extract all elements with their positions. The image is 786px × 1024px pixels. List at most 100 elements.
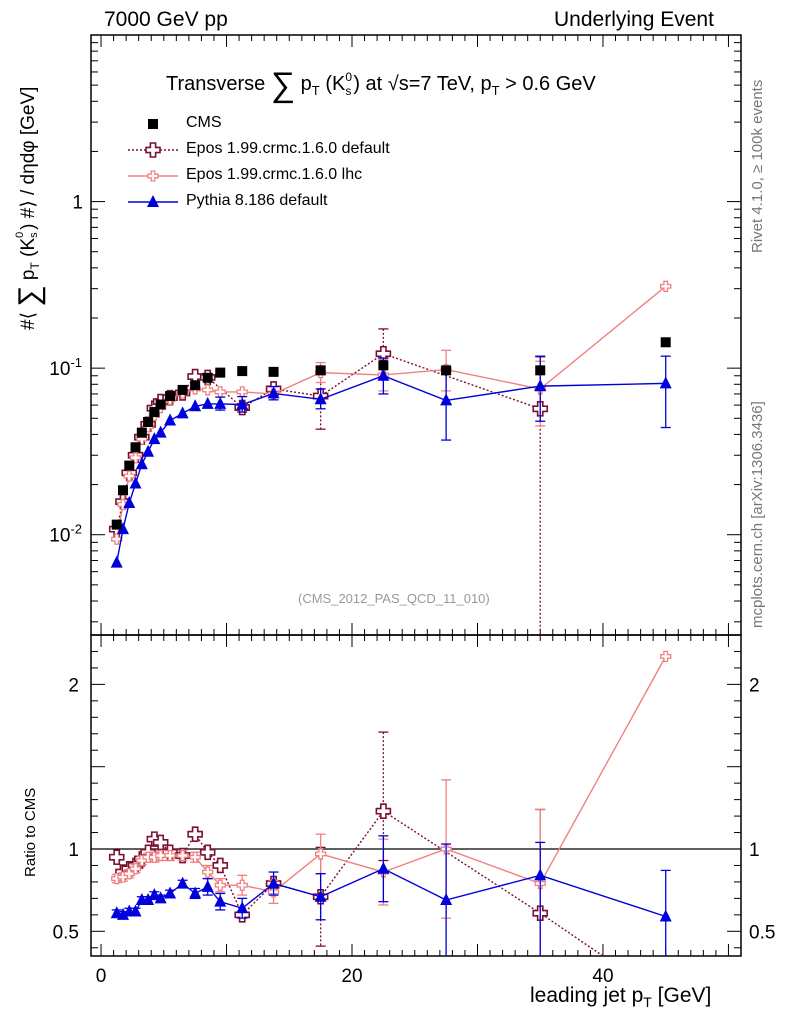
ratio-epos-1-99-crmc-1-6-0-lhc-point	[660, 650, 672, 663]
legend-marker-cms	[148, 119, 158, 129]
main-pythia-8-186-default-point	[123, 496, 136, 509]
main-cms-point	[130, 442, 141, 453]
header-left: 7000 GeV pp	[104, 8, 228, 31]
ratio-pythia-8-186-default-point	[164, 886, 177, 899]
main-pythia-8-186-default-point	[129, 476, 142, 489]
ratio-pythia-8-186-default-point	[116, 907, 129, 920]
ratio-epos-1-99-crmc-1-6-0-lhc-point	[214, 879, 226, 891]
ratio-epos-1-99-crmc-1-6-0-lhc-point	[154, 849, 167, 862]
main-cms-point	[165, 391, 176, 402]
ratio-y-tick-label-right: 0.5	[749, 922, 775, 943]
ratio-pythia-8-186-default-point	[148, 888, 161, 901]
title-part: Transverse	[166, 73, 266, 95]
main-pythia-8-186-default-point	[142, 444, 155, 457]
ratio-epos-1-99-crmc-1-6-0-default-point	[199, 844, 216, 861]
analysis-tag: (CMS_2012_PAS_QCD_11_010)	[298, 591, 490, 606]
ratio-y-tick-label-right: 2	[749, 675, 760, 696]
main-axes-box	[90, 34, 742, 636]
main-cms-point	[315, 365, 326, 376]
main-epos-1-99-crmc-1-6-0-lhc-point	[660, 280, 672, 292]
header-right: Underlying Event	[554, 8, 714, 31]
x-tick-label: 0	[96, 966, 107, 987]
ratio-epos-1-99-crmc-1-6-0-lhc-point	[236, 879, 248, 891]
title-part: > 0.6 GeV	[499, 73, 596, 95]
y-tick-label: 10-1	[49, 355, 82, 380]
x-tick-label: 20	[341, 966, 362, 987]
ratio-pythia-8-186-default-point	[129, 904, 142, 917]
ratio-axes-box	[90, 634, 742, 957]
title-part: T	[491, 83, 500, 98]
ratio-pythia-8-186-default-point	[189, 886, 202, 899]
ratio-series-layer	[108, 650, 672, 957]
main-epos-1-99-crmc-1-6-0-lhc-point	[214, 386, 226, 398]
main-cms-point	[378, 360, 389, 371]
ratio-epos-1-99-crmc-1-6-0-default-point	[108, 849, 125, 866]
ratio-pythia-8-186-default-point	[154, 891, 167, 904]
main-pythia-8-186-default-point	[116, 522, 129, 535]
main-cms-point	[202, 372, 213, 383]
x-axis-label: leading jet pT [GeV]	[530, 984, 711, 1010]
legend-marker-epos-default	[145, 142, 161, 158]
main-cms-point	[535, 365, 546, 376]
main-pythia-8-186-default-point	[440, 393, 453, 406]
main-pythia-8-186-default-point	[267, 386, 280, 399]
ratio-epos-1-99-crmc-1-6-0-lhc-point	[164, 849, 176, 862]
main-epos-1-99-crmc-1-6-0-lhc-point	[123, 470, 135, 482]
ratio-pythia-8-186-default-point	[659, 909, 672, 922]
ratio-y-tick-label-left: 2	[68, 675, 79, 696]
main-pythia-8-186-default-point	[236, 397, 249, 410]
legend-label-epos-default: Epos 1.99.crmc.1.6.0 default	[186, 140, 390, 157]
main-pythia-8-186-default-point	[201, 396, 214, 409]
main-cms-point	[660, 337, 671, 348]
ratio-pythia-8-186-default-point	[314, 889, 327, 902]
xlabel-part: T	[643, 994, 652, 1011]
main-pythia-8-186-default-point	[135, 457, 148, 470]
y-tick-exponent: -2	[70, 522, 82, 537]
x-tick-label: 40	[592, 966, 613, 987]
main-cms-point	[237, 366, 248, 377]
main-pythia-8-186-default-point	[534, 379, 547, 392]
main-cms-point	[117, 485, 128, 496]
main-cms-point	[268, 366, 279, 377]
main-pythia-8-186-default-point	[110, 555, 123, 568]
main-cms-point	[441, 365, 452, 376]
main-pythia-8-186-default-point	[164, 413, 177, 426]
main-pythia-8-186-default-line	[116, 375, 666, 563]
main-pythia-8-186-default-point	[377, 368, 390, 381]
ratio-epos-1-99-crmc-1-6-0-lhc-point	[176, 849, 189, 862]
main-pythia-8-186-default-point	[314, 392, 327, 405]
main-epos-1-99-crmc-1-6-0-lhc-line	[116, 285, 667, 540]
main-cms-point	[136, 427, 147, 438]
main-cms-point	[111, 519, 122, 530]
ratio-pythia-8-186-default-point	[201, 879, 214, 892]
ratio-epos-1-99-crmc-1-6-0-lhc-point	[189, 851, 201, 863]
main-pythia-8-186-default-point	[154, 425, 167, 438]
legend-label-pythia: Pythia 8.186 default	[186, 192, 328, 209]
title-part: p	[300, 73, 312, 95]
xlabel-part: [GeV]	[651, 984, 712, 1007]
main-pythia-8-186-default-point	[176, 406, 189, 419]
ratio-pythia-8-186-default-point	[440, 893, 453, 906]
ratio-epos-1-99-crmc-1-6-0-default-point	[187, 826, 203, 842]
legend-label-cms: CMS	[186, 114, 222, 131]
main-cms-point	[190, 380, 201, 391]
main-series-layer	[108, 280, 672, 635]
main-epos-1-99-crmc-1-6-0-lhc-point	[111, 533, 123, 545]
y-tick-base: 10	[49, 359, 70, 380]
main-epos-1-99-crmc-1-6-0-lhc-point	[117, 498, 129, 511]
ratio-epos-1-99-crmc-1-6-0-lhc-point	[123, 868, 135, 880]
legend-markers	[128, 119, 178, 207]
main-cms-point	[124, 460, 135, 471]
legend-marker-epos-lhc	[147, 170, 159, 182]
title-part: s	[345, 84, 352, 98]
y-tick-label: 10-2	[49, 522, 82, 547]
ratio-epos-1-99-crmc-1-6-0-lhc-point	[129, 863, 142, 875]
main-cms-point	[149, 407, 160, 418]
ratio-epos-1-99-crmc-1-6-0-lhc-point	[314, 848, 327, 860]
main-pythia-8-186-default-point	[189, 399, 202, 412]
title-part: (K	[325, 73, 346, 95]
main-epos-1-99-crmc-1-6-0-default-line	[116, 352, 541, 530]
ratio-pythia-8-186-default-point	[534, 868, 547, 881]
ratio-pythia-8-186-default-point	[267, 876, 280, 889]
